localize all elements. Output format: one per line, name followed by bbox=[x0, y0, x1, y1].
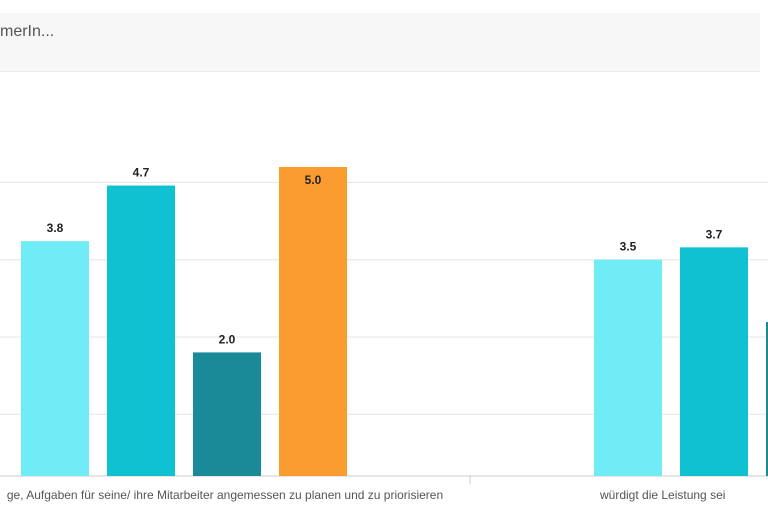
data-label-series-3-category-1: 2.0 bbox=[219, 332, 236, 346]
x-axis-label-category-2: würdigt die Leistung sei bbox=[600, 488, 726, 502]
bar-series-1-category-1 bbox=[21, 241, 89, 476]
data-label-series-2-category-1: 4.7 bbox=[133, 166, 150, 180]
bar-series-3-category-2-partial bbox=[766, 322, 768, 476]
bar-series-2-category-1 bbox=[107, 185, 175, 477]
bar-series-1-category-2 bbox=[594, 259, 662, 476]
data-label-series-4-category-1: 5.0 bbox=[305, 173, 322, 187]
data-label-series-1-category-1: 3.8 bbox=[47, 221, 64, 235]
bar-series-3-category-1 bbox=[193, 352, 261, 476]
data-label-series-1-category-2: 3.5 bbox=[620, 240, 637, 254]
data-label-series-2-category-2: 3.7 bbox=[706, 227, 723, 241]
chart-header-bar bbox=[0, 13, 760, 72]
bar-series-4-category-1 bbox=[279, 167, 347, 476]
x-axis-label-category-1: ge, Aufgaben für seine/ ihre Mitarbeiter… bbox=[6, 488, 444, 502]
bar-series-2-category-2 bbox=[680, 247, 748, 476]
chart-title: merIn... bbox=[0, 23, 55, 40]
